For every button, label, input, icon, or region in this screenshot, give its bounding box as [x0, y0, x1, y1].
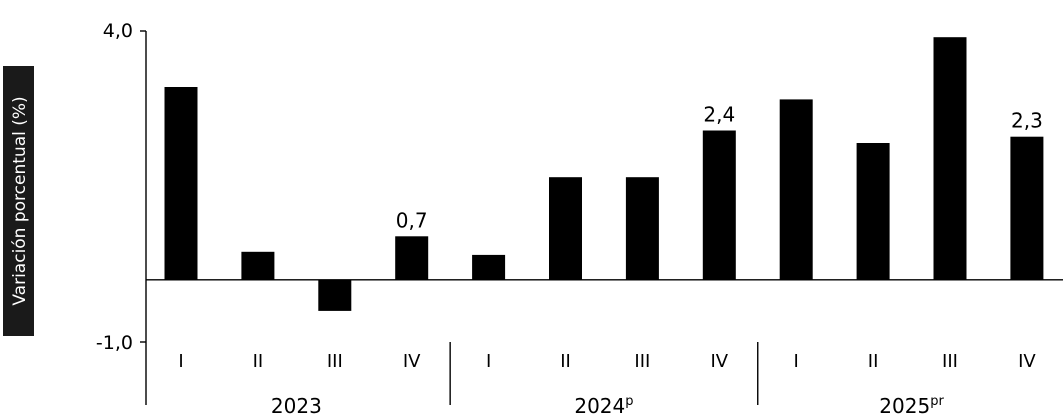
x-group-superscript: pr [930, 394, 944, 409]
bar [933, 37, 967, 280]
data-label: 0,7 [396, 208, 428, 232]
bar [549, 177, 582, 280]
y-tick-label-max: 4,0 [103, 20, 133, 42]
x-tick-label: IV [710, 351, 728, 372]
x-group-label: 2023 [271, 394, 322, 418]
bar [856, 143, 890, 280]
x-tick-label: I [178, 351, 183, 372]
x-tick-label: III [327, 351, 343, 372]
bar [472, 254, 506, 280]
x-group-year: 2025 [879, 394, 930, 418]
x-tick-label: III [942, 351, 958, 372]
x-group-label: 2025pr [879, 394, 944, 418]
data-label: 2,3 [1011, 109, 1043, 133]
x-tick-label: IV [403, 351, 421, 372]
bar [779, 99, 813, 280]
bar [395, 236, 429, 280]
bar [702, 130, 736, 280]
y-axis-label: Variación porcentual (%) [10, 96, 30, 305]
bar [318, 279, 352, 311]
x-tick-label: I [486, 351, 491, 372]
bar [164, 87, 198, 280]
x-tick-label: IV [1018, 351, 1036, 372]
x-group-year: 2023 [271, 394, 322, 418]
bars-group [164, 37, 1044, 311]
x-tick-label: II [560, 351, 571, 372]
x-tick-label: III [634, 351, 650, 372]
x-tick-label: I [794, 351, 799, 372]
x-group-superscript: p [625, 394, 633, 409]
bar [1010, 136, 1044, 280]
bar [625, 177, 659, 280]
y-tick-label-min: -1,0 [96, 332, 133, 354]
x-group-year: 2024 [574, 394, 625, 418]
x-tick-label: II [253, 351, 264, 372]
x-group-label: 2024p [574, 394, 633, 418]
bar [241, 251, 275, 280]
y-axis-label-box [3, 66, 34, 336]
x-tick-label: II [868, 351, 879, 372]
data-label: 2,4 [703, 103, 735, 127]
